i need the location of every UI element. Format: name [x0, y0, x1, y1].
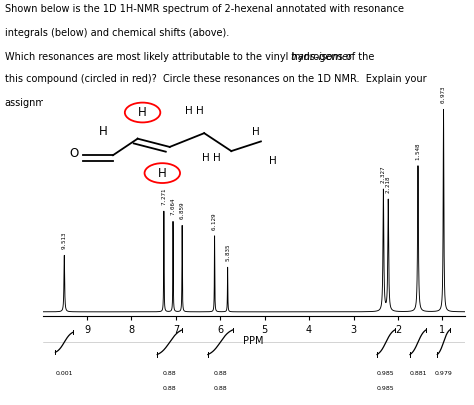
Text: 0.88: 0.88	[163, 371, 176, 376]
Text: 6.129: 6.129	[212, 212, 217, 230]
Text: Shown below is the 1D 1H-NMR spectrum of 2-hexenal annotated with resonance: Shown below is the 1D 1H-NMR spectrum of…	[5, 4, 404, 14]
Text: H: H	[158, 166, 167, 179]
Text: 0.985: 0.985	[377, 386, 395, 391]
Text: 0.979: 0.979	[435, 371, 453, 376]
Text: 0.88: 0.88	[213, 371, 227, 376]
Text: 0.001: 0.001	[55, 371, 73, 376]
Text: 1.548: 1.548	[416, 142, 420, 160]
Text: 7.064: 7.064	[171, 198, 175, 215]
Text: 0.973: 0.973	[441, 86, 446, 103]
Text: assignment.: assignment.	[5, 98, 65, 108]
Text: trans-isomer: trans-isomer	[290, 52, 352, 62]
Text: Which resonances are most likely attributable to the vinyl hydrogens of the: Which resonances are most likely attribu…	[5, 52, 377, 62]
Text: 2.327: 2.327	[381, 166, 386, 183]
Text: 7.271: 7.271	[161, 188, 166, 205]
Text: H H: H H	[185, 106, 204, 116]
X-axis label: PPM: PPM	[243, 336, 264, 346]
Text: 9.513: 9.513	[62, 232, 67, 249]
Text: 6.859: 6.859	[180, 202, 185, 220]
Text: this compound (circled in red)?  Circle these resonances on the 1D NMR.  Explain: this compound (circled in red)? Circle t…	[5, 74, 427, 84]
Text: H: H	[99, 125, 108, 138]
Text: H H: H H	[202, 153, 221, 163]
Text: H: H	[138, 106, 147, 119]
Text: 0.88: 0.88	[213, 386, 227, 391]
Text: 2.218: 2.218	[386, 175, 391, 193]
Text: H: H	[269, 156, 277, 166]
Text: integrals (below) and chemical shifts (above).: integrals (below) and chemical shifts (a…	[5, 28, 229, 38]
Text: H: H	[252, 127, 260, 137]
Text: 5.835: 5.835	[225, 244, 230, 261]
Text: 0.88: 0.88	[163, 386, 176, 391]
Text: 0.985: 0.985	[377, 371, 395, 376]
Text: O: O	[69, 147, 78, 160]
Text: 0.881: 0.881	[409, 371, 427, 376]
